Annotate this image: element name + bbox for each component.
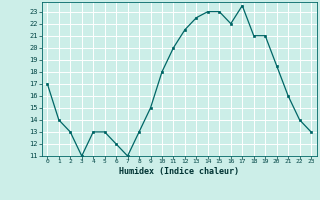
X-axis label: Humidex (Indice chaleur): Humidex (Indice chaleur) (119, 167, 239, 176)
